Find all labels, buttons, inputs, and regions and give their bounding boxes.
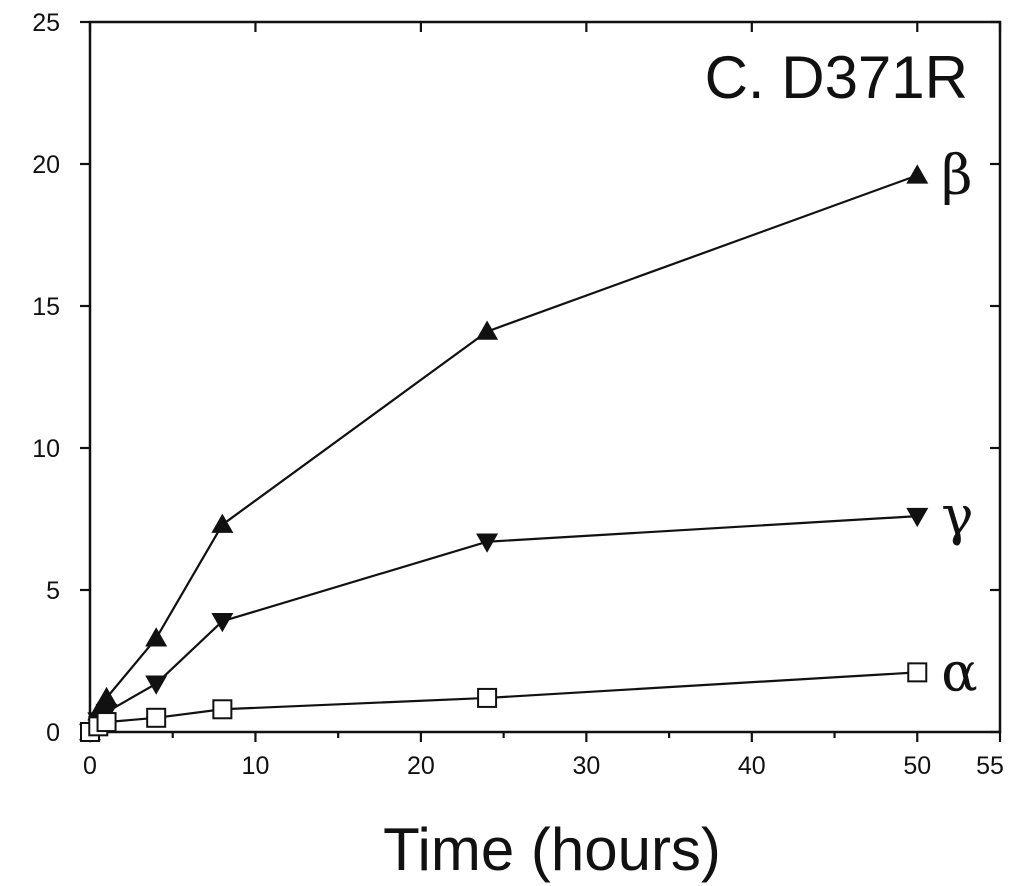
axes: 0 10 20 30 40 50 55 0 5 10 15 20 25 [32, 9, 1004, 780]
triangle-down-marker [906, 507, 929, 528]
series-3: α [80, 640, 978, 742]
triangle-up-marker [476, 320, 499, 340]
series-label: α [941, 640, 977, 703]
plot-frame [88, 20, 1002, 734]
square-marker [477, 687, 498, 708]
series-group: β γ α [79, 143, 978, 743]
x-tick-label: 20 [407, 752, 435, 780]
square-marker [96, 712, 117, 733]
y-tick-label: 15 [32, 293, 60, 321]
chart-title: C. D371R [705, 44, 968, 111]
y-tick-label: 25 [32, 9, 60, 37]
triangle-up-marker [211, 513, 234, 533]
square-marker [146, 707, 167, 728]
x-axis-title: Time (hours) [383, 816, 721, 883]
y-tick-label: 0 [46, 719, 60, 747]
y-tick-label: 10 [32, 435, 60, 463]
x-tick-label: 0 [83, 752, 97, 780]
y-tick-label: 5 [46, 577, 60, 605]
triangle-up-marker [145, 627, 168, 647]
x-tick-label: 30 [572, 752, 600, 780]
x-tick-label: 55 [976, 752, 1004, 780]
series-label: β [941, 143, 972, 206]
series-line [88, 174, 918, 733]
series-label: γ [941, 484, 973, 547]
x-tick-label: 40 [738, 752, 766, 780]
triangle-down-marker [145, 675, 168, 695]
square-marker [907, 662, 928, 683]
x-tick-label: 50 [903, 752, 931, 780]
series-1: β [79, 143, 972, 741]
triangle-up-marker [95, 686, 118, 707]
triangle-down-marker [476, 533, 499, 553]
x-tick-label: 10 [242, 752, 270, 780]
square-marker [212, 699, 233, 720]
triangle-up-marker [906, 164, 929, 184]
y-tick-label: 20 [32, 151, 60, 179]
triangle-down-marker [211, 612, 234, 633]
